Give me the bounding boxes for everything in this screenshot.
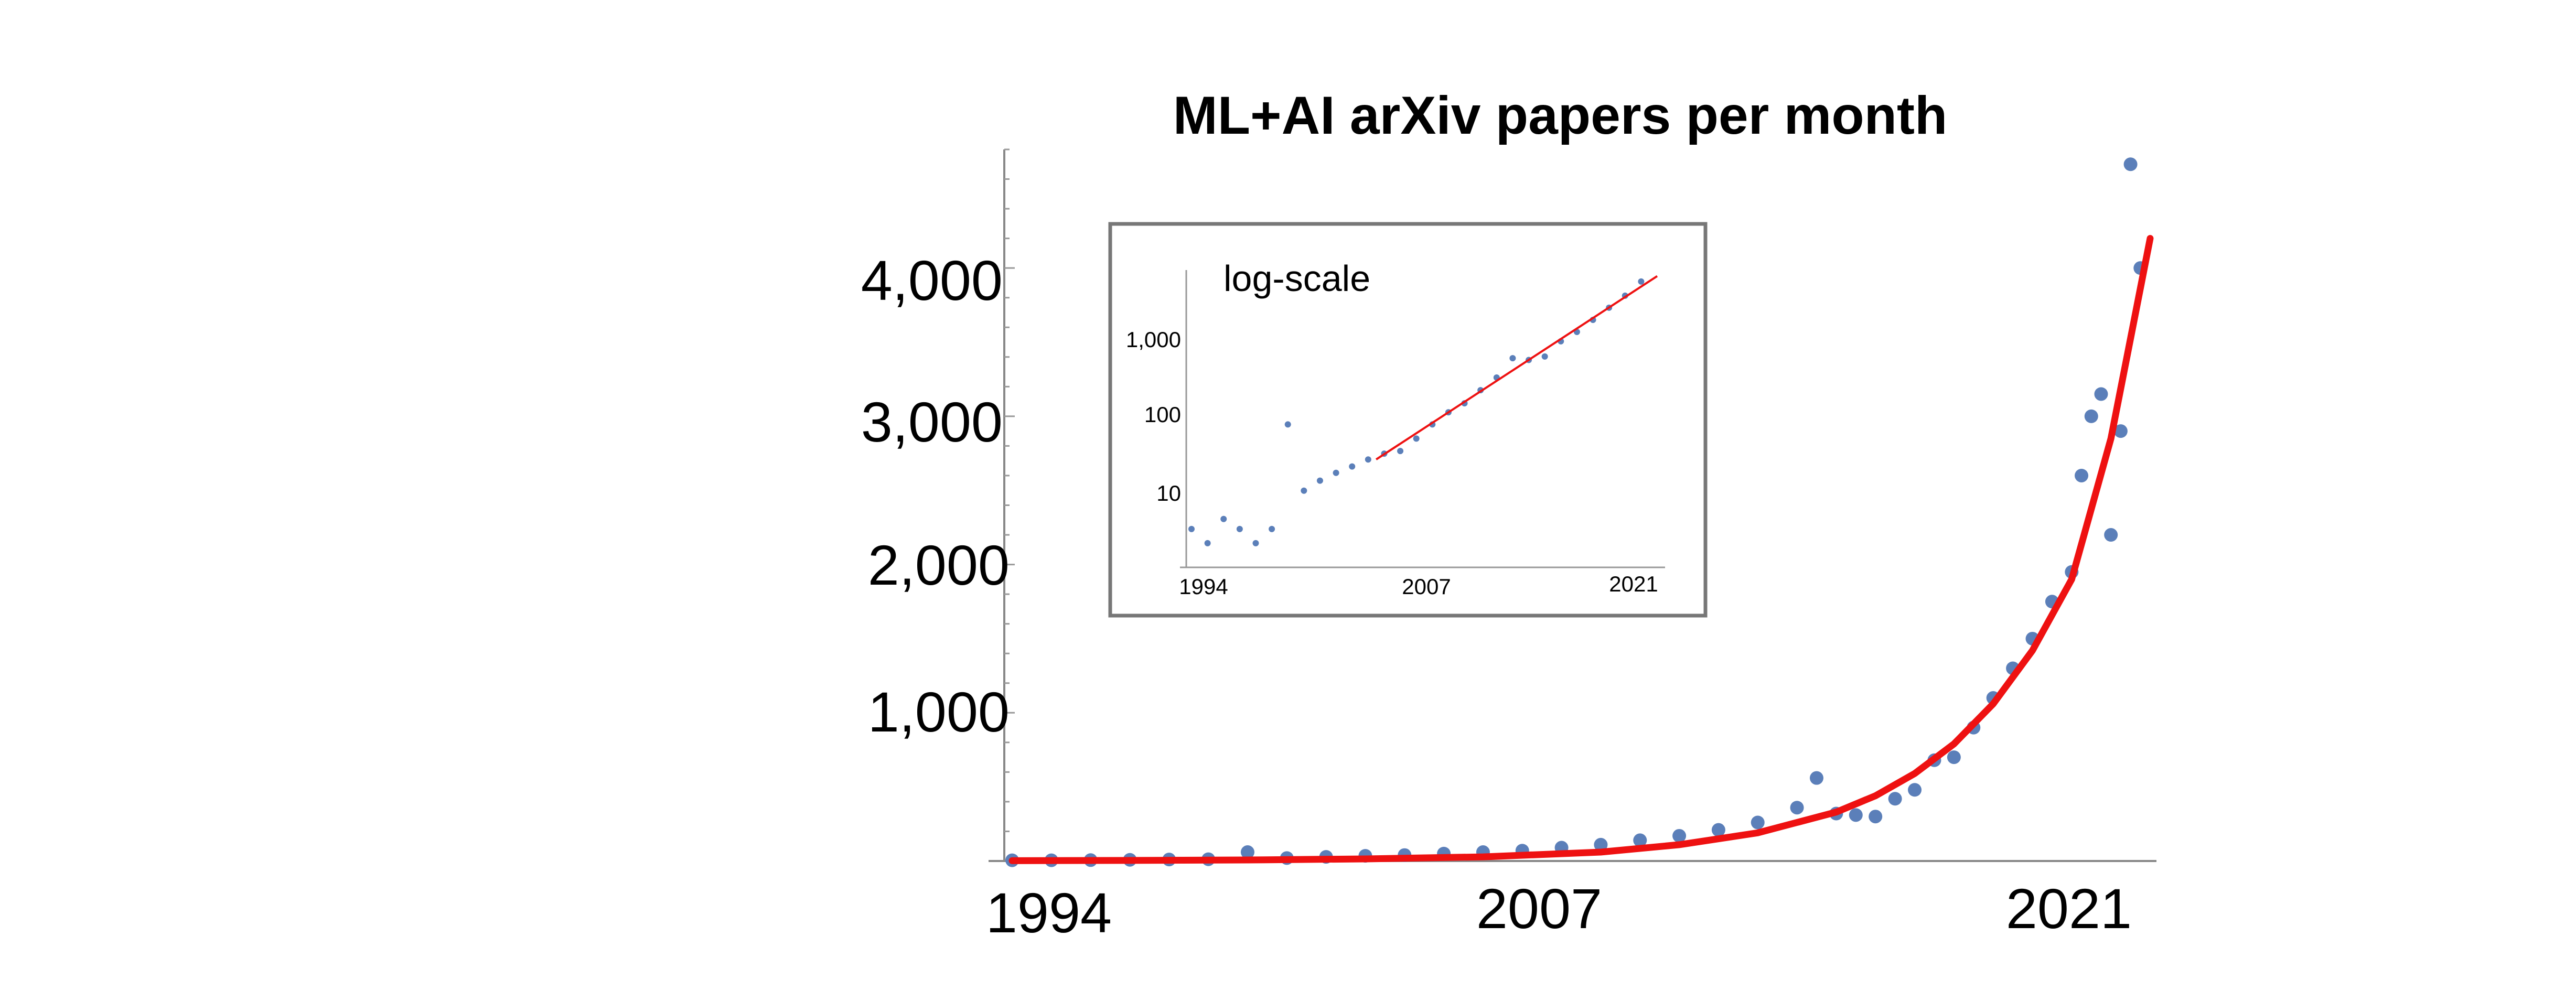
- inset-data-point: [1252, 540, 1259, 546]
- inset-y-tick-label: 10: [1156, 481, 1181, 505]
- inset-x-tick-label: 2021: [1609, 572, 1658, 596]
- main-y-tick-label: 2,000: [868, 533, 1010, 597]
- main-data-point: [2084, 409, 2098, 423]
- main-data-point: [1869, 810, 1883, 824]
- inset-fit-line: [1376, 275, 1658, 460]
- main-data-point: [1947, 750, 1961, 765]
- main-data-point: [2094, 387, 2108, 401]
- main-data-point: [2113, 424, 2128, 438]
- inset-data-point: [1301, 487, 1307, 494]
- main-data-point: [2123, 157, 2138, 171]
- inset-y-tick-label: 1,000: [1126, 327, 1181, 352]
- inset-data-point: [1365, 456, 1371, 463]
- inset-x-tick-label: 1994: [1179, 574, 1228, 599]
- main-x-tick-label: 1994: [986, 881, 1112, 944]
- main-fit-line: [1008, 235, 2154, 864]
- main-data-point: [1672, 828, 1687, 843]
- inset-data-point: [1541, 353, 1548, 360]
- main-data-point: [1594, 837, 1608, 852]
- inset-y-tick-label: 100: [1144, 402, 1181, 427]
- inset-data-point: [1397, 448, 1404, 455]
- main-data-point: [2104, 528, 2118, 542]
- main-x-tick-label: 2007: [1476, 877, 1602, 940]
- main-data-point: [1849, 808, 1863, 822]
- main-y-minor-ticks: [1004, 148, 1015, 832]
- inset-data-point: [1638, 278, 1645, 285]
- main-data-point: [1908, 783, 1922, 797]
- inset-data-point: [1204, 540, 1211, 546]
- main-y-tick-label: 1,000: [868, 680, 1010, 744]
- inset-data-point: [1509, 355, 1516, 362]
- inset-data-point: [1413, 435, 1420, 442]
- inset-data-point: [1188, 525, 1195, 532]
- inset-frame: [1108, 222, 1708, 618]
- main-data-point: [1240, 845, 1254, 859]
- main-data-point: [1888, 792, 1902, 806]
- inset-data-point: [1333, 469, 1339, 476]
- chart-title: ML+AI arXiv papers per month: [1173, 85, 1948, 145]
- inset-data-point: [1269, 525, 1275, 532]
- main-data-point: [2075, 468, 2089, 482]
- main-data-point: [1751, 815, 1765, 830]
- inset-data-point: [1236, 525, 1243, 532]
- main-y-tick-label: 3,000: [861, 390, 1003, 454]
- inset-x-tick-label: 2007: [1402, 574, 1451, 599]
- main-data-point: [1711, 823, 1725, 837]
- inset-annotation: log-scale: [1223, 258, 1370, 299]
- inset-data-point: [1349, 463, 1356, 470]
- main-y-tick-label: 4,000: [861, 249, 1003, 312]
- inset-data-point: [1316, 477, 1323, 484]
- main-data-point: [1809, 771, 1823, 785]
- main-data-point: [1790, 801, 1804, 815]
- main-x-tick-label: 2021: [2006, 877, 2132, 940]
- inset-data-point: [1220, 515, 1227, 522]
- inset-data-point: [1284, 421, 1291, 428]
- main-data-point: [1633, 833, 1647, 847]
